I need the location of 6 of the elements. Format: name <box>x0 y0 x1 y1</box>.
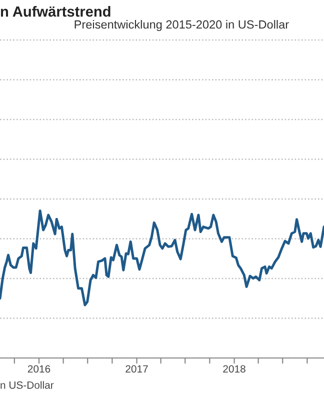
chart-title: n Aufwärtstrend <box>0 6 110 17</box>
x-tick-label: 2016 <box>28 365 50 373</box>
x-tick-label: 2017 <box>126 365 148 373</box>
text: n US-Dollar <box>0 381 54 389</box>
x-tick-label: 2018 <box>223 365 246 373</box>
chart-subtitle: Preisentwicklung 2015-2020 in US-Dollar <box>74 20 289 32</box>
